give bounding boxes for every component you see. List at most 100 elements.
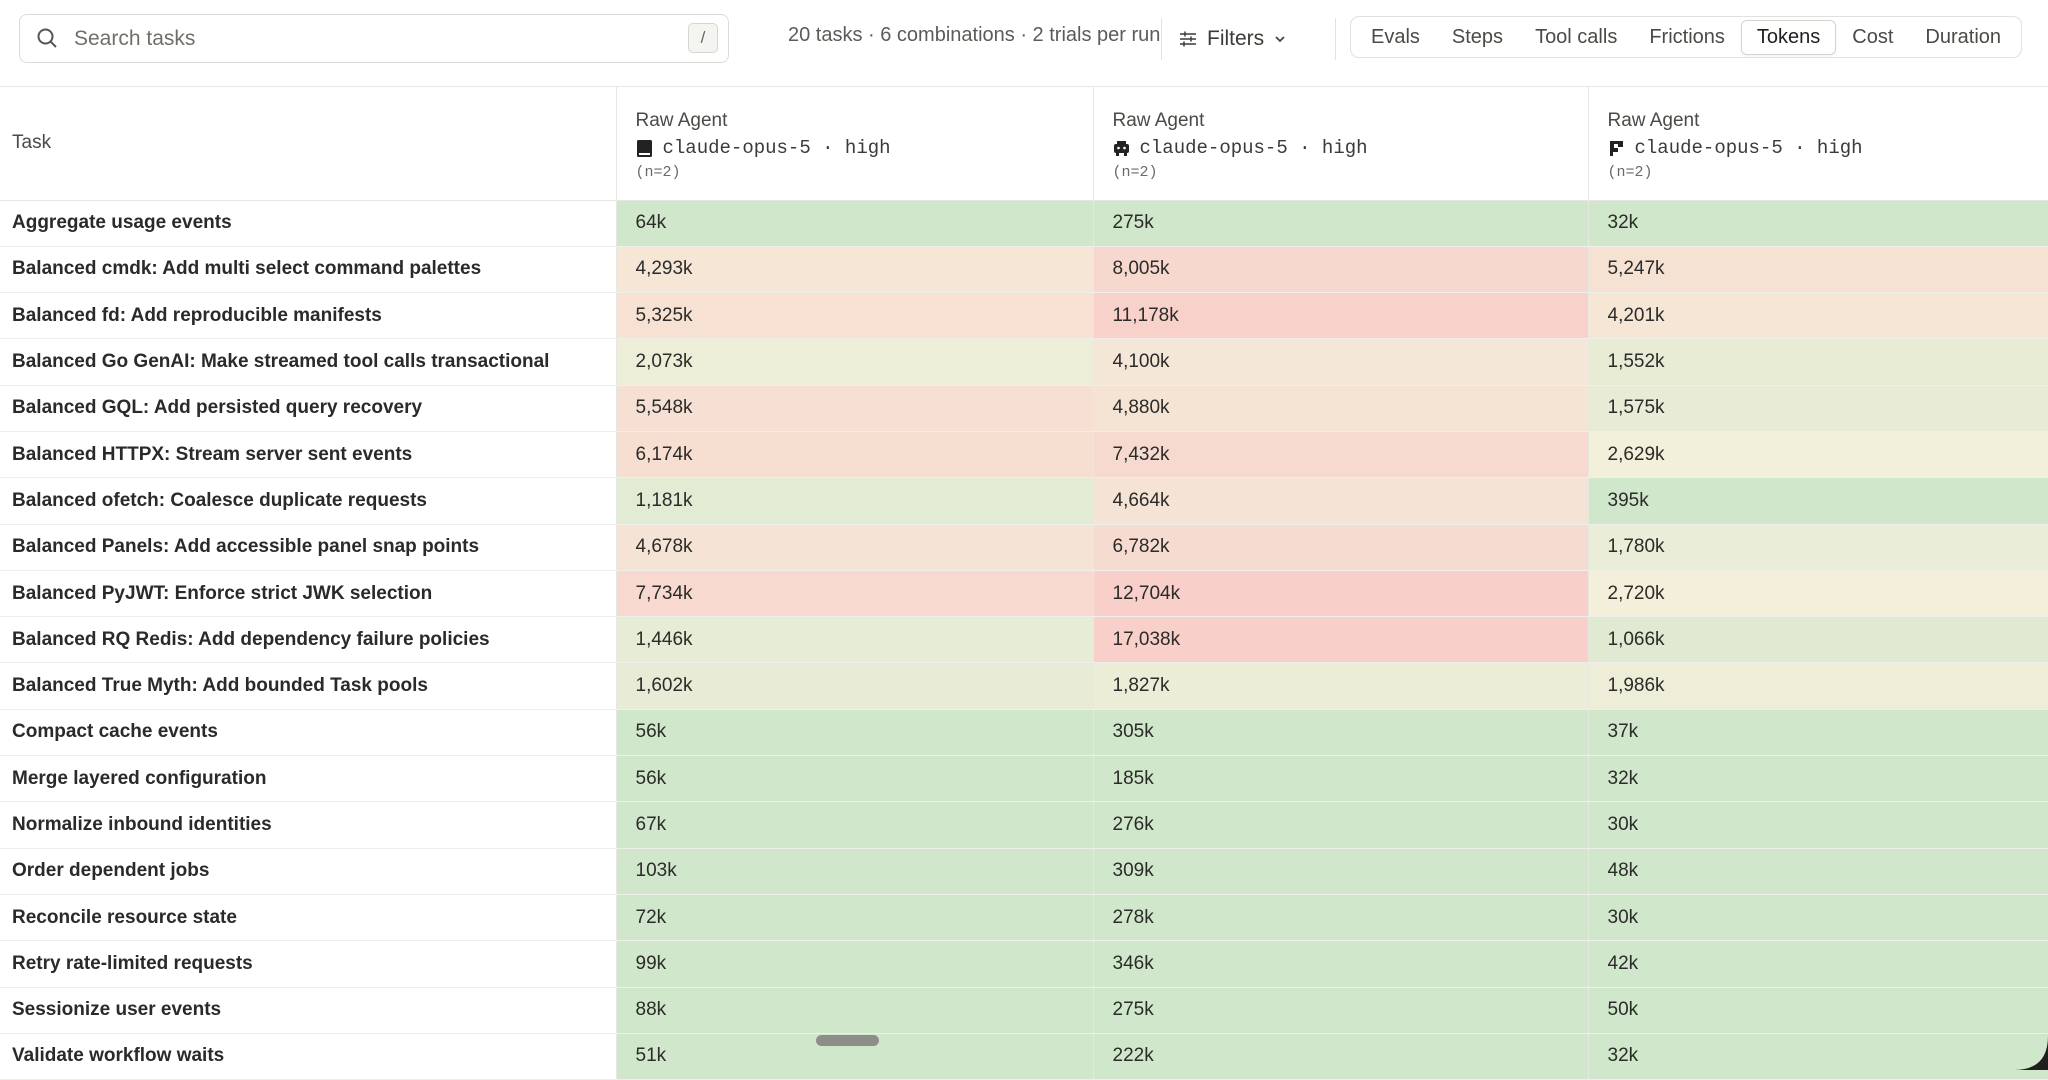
token-cell[interactable]: 88k <box>616 987 1094 1034</box>
table-row[interactable]: Compact cache events 56k 305k 37k <box>0 709 2048 757</box>
table-row[interactable]: Validate workflow waits 51k 222k 32k <box>0 1033 2048 1080</box>
horizontal-scrollbar-thumb[interactable] <box>816 1035 879 1046</box>
task-name[interactable]: Reconcile resource state <box>0 894 617 942</box>
task-name[interactable]: Balanced Panels: Add accessible panel sn… <box>0 524 617 571</box>
task-name[interactable]: Normalize inbound identities <box>0 801 617 849</box>
token-cell[interactable]: 56k <box>616 709 1094 757</box>
token-cell[interactable]: 222k <box>1093 1033 1589 1080</box>
task-name[interactable]: Retry rate-limited requests <box>0 940 617 988</box>
token-cell[interactable]: 1,575k <box>1588 385 2048 432</box>
table-row[interactable]: Balanced PyJWT: Enforce strict JWK selec… <box>0 570 2048 618</box>
tab-tokens[interactable]: Tokens <box>1740 19 1837 55</box>
token-cell[interactable]: 30k <box>1588 801 2048 849</box>
token-cell[interactable]: 1,986k <box>1588 662 2048 710</box>
token-cell[interactable]: 5,548k <box>616 385 1094 432</box>
combination-column-header[interactable]: Raw Agent claude-opus-5 · high (n=2) <box>1588 87 2048 201</box>
token-cell[interactable]: 67k <box>616 801 1094 849</box>
token-cell[interactable]: 2,720k <box>1588 570 2048 618</box>
table-row[interactable]: Order dependent jobs 103k 309k 48k <box>0 848 2048 895</box>
task-name[interactable]: Aggregate usage events <box>0 200 617 247</box>
token-cell[interactable]: 4,201k <box>1588 292 2048 340</box>
task-name[interactable]: Sessionize user events <box>0 987 617 1034</box>
task-name[interactable]: Merge layered configuration <box>0 755 617 803</box>
table-row[interactable]: Balanced True Myth: Add bounded Task poo… <box>0 662 2048 710</box>
token-cell[interactable]: 1,066k <box>1588 616 2048 664</box>
token-cell[interactable]: 32k <box>1588 755 2048 803</box>
table-row[interactable]: Balanced Go GenAI: Make streamed tool ca… <box>0 338 2048 386</box>
table-row[interactable]: Retry rate-limited requests 99k 346k 42k <box>0 940 2048 988</box>
token-cell[interactable]: 346k <box>1093 940 1589 988</box>
table-row[interactable]: Balanced GQL: Add persisted query recove… <box>0 385 2048 432</box>
token-cell[interactable]: 5,247k <box>1588 246 2048 294</box>
token-cell[interactable]: 17,038k <box>1093 616 1589 664</box>
token-cell[interactable]: 395k <box>1588 477 2048 525</box>
table-row[interactable]: Sessionize user events 88k 275k 50k <box>0 987 2048 1034</box>
token-cell[interactable]: 64k <box>616 200 1094 247</box>
token-cell[interactable]: 7,432k <box>1093 431 1589 479</box>
token-cell[interactable]: 1,780k <box>1588 524 2048 571</box>
token-cell[interactable]: 103k <box>616 848 1094 895</box>
table-row[interactable]: Balanced Panels: Add accessible panel sn… <box>0 524 2048 571</box>
search-input[interactable] <box>72 23 636 55</box>
token-cell[interactable]: 185k <box>1093 755 1589 803</box>
table-row[interactable]: Normalize inbound identities 67k 276k 30k <box>0 801 2048 849</box>
token-cell[interactable]: 32k <box>1588 200 2048 247</box>
token-cell[interactable]: 37k <box>1588 709 2048 757</box>
task-name[interactable]: Balanced ofetch: Coalesce duplicate requ… <box>0 477 617 525</box>
token-cell[interactable]: 6,782k <box>1093 524 1589 571</box>
token-cell[interactable]: 4,664k <box>1093 477 1589 525</box>
tab-frictions[interactable]: Frictions <box>1649 25 1725 48</box>
token-cell[interactable]: 305k <box>1093 709 1589 757</box>
task-name[interactable]: Balanced fd: Add reproducible manifests <box>0 292 617 340</box>
token-cell[interactable]: 4,100k <box>1093 338 1589 386</box>
task-name[interactable]: Compact cache events <box>0 709 617 757</box>
token-cell[interactable]: 1,552k <box>1588 338 2048 386</box>
combination-column-header[interactable]: Raw Agent claude-opus-5 · high (n=2) <box>1093 87 1589 201</box>
token-cell[interactable]: 278k <box>1093 894 1589 942</box>
filters-button[interactable]: Filters <box>1178 18 1314 60</box>
token-cell[interactable]: 4,880k <box>1093 385 1589 432</box>
table-row[interactable]: Reconcile resource state 72k 278k 30k <box>0 894 2048 942</box>
task-name[interactable]: Order dependent jobs <box>0 848 617 895</box>
token-cell[interactable]: 56k <box>616 755 1094 803</box>
token-cell[interactable]: 5,325k <box>616 292 1094 340</box>
token-cell[interactable]: 4,678k <box>616 524 1094 571</box>
token-cell[interactable]: 276k <box>1093 801 1589 849</box>
token-cell[interactable]: 309k <box>1093 848 1589 895</box>
token-cell[interactable]: 2,629k <box>1588 431 2048 479</box>
token-cell[interactable]: 7,734k <box>616 570 1094 618</box>
token-cell[interactable]: 1,602k <box>616 662 1094 710</box>
tab-evals[interactable]: Evals <box>1371 25 1420 48</box>
task-name[interactable]: Balanced True Myth: Add bounded Task poo… <box>0 662 617 710</box>
token-cell[interactable]: 50k <box>1588 987 2048 1034</box>
tab-cost[interactable]: Cost <box>1852 25 1894 48</box>
task-name[interactable]: Balanced GQL: Add persisted query recove… <box>0 385 617 432</box>
table-row[interactable]: Balanced cmdk: Add multi select command … <box>0 246 2048 294</box>
token-cell[interactable]: 48k <box>1588 848 2048 895</box>
task-column-header[interactable]: Task <box>0 87 617 201</box>
task-name[interactable]: Balanced Go GenAI: Make streamed tool ca… <box>0 338 617 386</box>
token-cell[interactable]: 32k <box>1588 1033 2048 1080</box>
token-cell[interactable]: 8,005k <box>1093 246 1589 294</box>
table-row[interactable]: Balanced ofetch: Coalesce duplicate requ… <box>0 477 2048 525</box>
token-cell[interactable]: 42k <box>1588 940 2048 988</box>
token-cell[interactable]: 99k <box>616 940 1094 988</box>
combination-column-header[interactable]: Raw Agent claude-opus-5 · high (n=2) <box>616 87 1094 201</box>
task-name[interactable]: Balanced RQ Redis: Add dependency failur… <box>0 616 617 664</box>
tab-steps[interactable]: Steps <box>1451 25 1504 48</box>
search-box[interactable]: / <box>19 14 729 63</box>
token-cell[interactable]: 4,293k <box>616 246 1094 294</box>
table-row[interactable]: Balanced fd: Add reproducible manifests 5… <box>0 292 2048 340</box>
token-cell[interactable]: 1,181k <box>616 477 1094 525</box>
token-cell[interactable]: 6,174k <box>616 431 1094 479</box>
table-row[interactable]: Aggregate usage events 64k 275k 32k <box>0 200 2048 247</box>
token-cell[interactable]: 30k <box>1588 894 2048 942</box>
token-cell[interactable]: 275k <box>1093 987 1589 1034</box>
token-cell[interactable]: 275k <box>1093 200 1589 247</box>
table-row[interactable]: Merge layered configuration 56k 185k 32k <box>0 755 2048 803</box>
token-cell[interactable]: 1,446k <box>616 616 1094 664</box>
task-name[interactable]: Balanced cmdk: Add multi select command … <box>0 246 617 294</box>
tab-tool-calls[interactable]: Tool calls <box>1535 25 1618 48</box>
tab-duration[interactable]: Duration <box>1925 25 2002 48</box>
table-row[interactable]: Balanced RQ Redis: Add dependency failur… <box>0 616 2048 664</box>
